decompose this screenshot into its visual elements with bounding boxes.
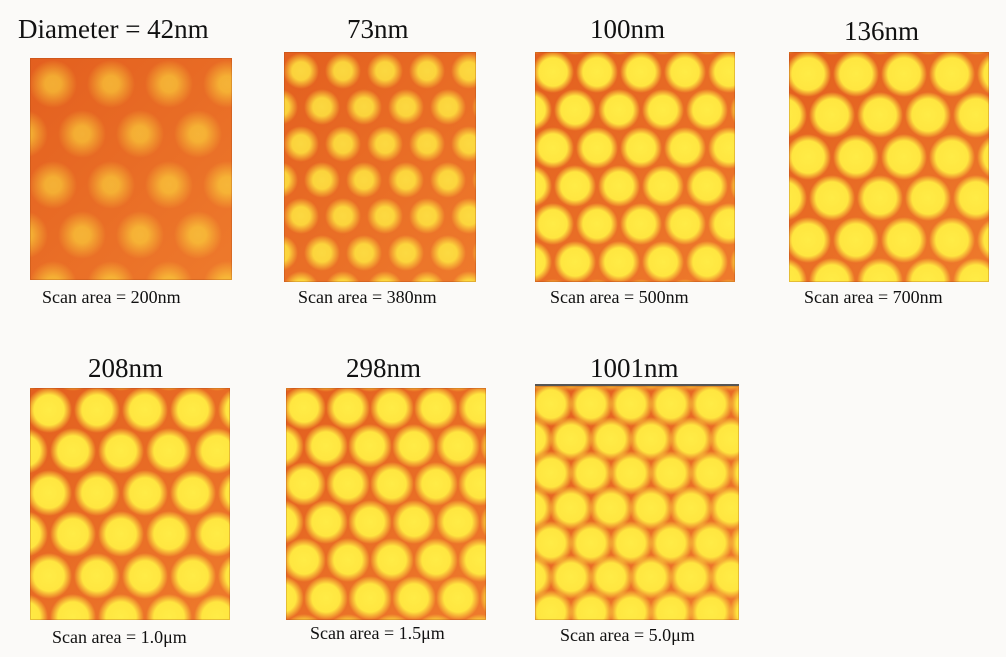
afm-image-298nm: [286, 388, 486, 620]
panel-2-title: 73nm: [347, 14, 409, 44]
afm-image-100nm: [535, 52, 735, 282]
afm-image-73nm: [284, 52, 476, 282]
panel-1-title: Diameter = 42nm: [18, 14, 209, 44]
panel-3-title: 100nm: [590, 14, 666, 44]
panel-5-title: 208nm: [88, 353, 164, 383]
panel-7-caption: Scan area = 5.0μm: [560, 625, 695, 645]
panel-1-caption: Scan area = 200nm: [42, 287, 181, 307]
panel-6-title: 298nm: [346, 353, 422, 383]
panel-4-caption: Scan area = 700nm: [804, 287, 943, 307]
panel-2-caption: Scan area = 380nm: [298, 287, 437, 307]
afm-image-208nm: [30, 388, 230, 620]
panel-4-title: 136nm: [844, 16, 920, 46]
panel-5-caption: Scan area = 1.0μm: [52, 627, 187, 647]
panel-6-caption: Scan area = 1.5μm: [310, 623, 445, 643]
afm-image-1001nm: [535, 384, 739, 620]
afm-image-42nm: [30, 58, 232, 280]
panel-7-title: 1001nm: [590, 353, 679, 383]
afm-image-136nm: [789, 52, 989, 282]
panel-3-caption: Scan area = 500nm: [550, 287, 689, 307]
